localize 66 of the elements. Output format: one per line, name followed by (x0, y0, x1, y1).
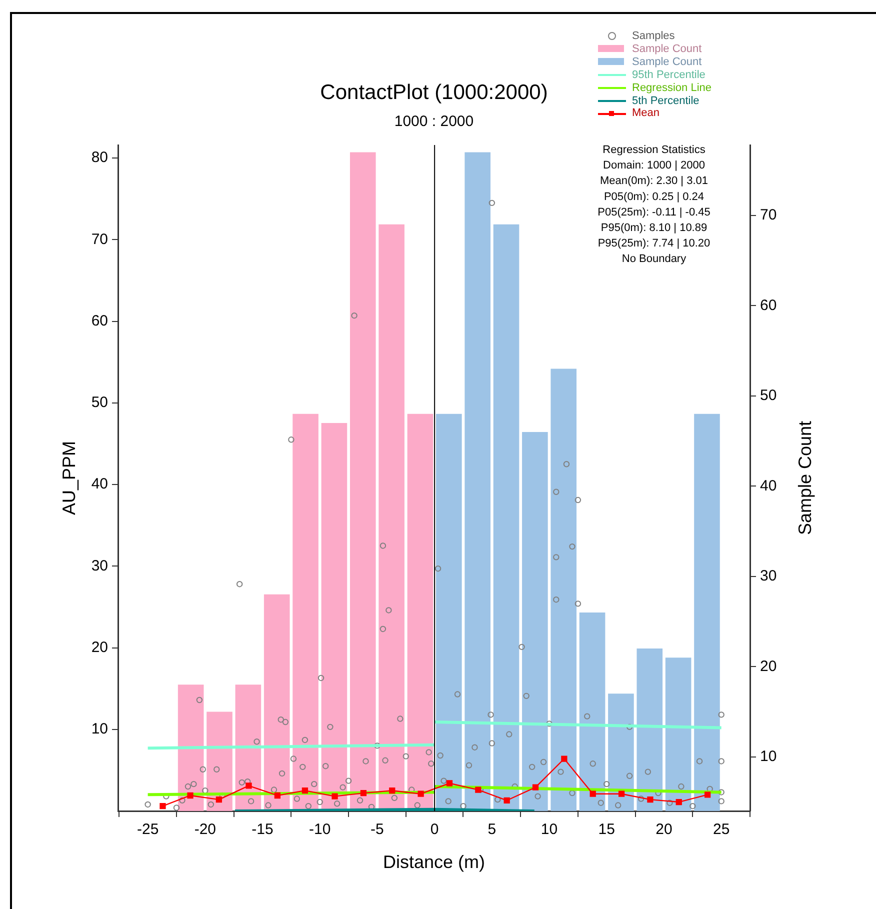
x-tick-label: -10 (309, 821, 331, 838)
point (475, 786, 482, 793)
y2-tick-label: 70 (760, 206, 777, 224)
point (360, 790, 367, 796)
point (590, 790, 596, 797)
x-tick-label: -25 (136, 821, 159, 838)
x-axis-title: Distance (m) (382, 852, 486, 872)
legend-label: Mean (632, 107, 660, 120)
annotation: Regression Statistics (602, 144, 706, 156)
annotation: Domain: 1000 | 2000 (603, 160, 705, 172)
legend-label: Samples (632, 30, 675, 43)
annotation: No Boundary (622, 253, 687, 266)
point (561, 756, 568, 762)
legend-label: Regression Line (632, 82, 712, 95)
point (389, 788, 396, 794)
x-tick-label: 20 (656, 821, 672, 838)
annotation: P95(0m): 8.10 | 10.89 (600, 222, 708, 234)
y2-tick-label: 60 (760, 296, 777, 314)
y2-axis-title: Sample Count (794, 420, 815, 536)
x-tick-label: 10 (540, 821, 558, 838)
x-tick-label: -5 (370, 821, 384, 838)
point (274, 792, 281, 799)
y-axis-title: AU_PPM (58, 440, 79, 516)
y-tick-label: 30 (91, 557, 108, 574)
y2-tick-label: 50 (760, 387, 777, 404)
y-tick-label: 80 (91, 149, 108, 166)
y2-tick-label: 30 (760, 568, 777, 585)
x-tick-label: 5 (488, 821, 496, 838)
x-tick-label: 25 (712, 821, 730, 838)
x-tick-label: -15 (252, 821, 274, 838)
point (446, 780, 453, 786)
y2-tick-label: 10 (760, 748, 777, 765)
x-tick-label: 0 (430, 821, 439, 838)
x-tick-label: -20 (194, 821, 216, 838)
point (160, 803, 166, 810)
point (246, 782, 252, 789)
x-tick-label: 15 (598, 821, 615, 838)
chart-title: ContactPlot (1000:2000) (320, 80, 548, 104)
legend-label: 5th Percentile (632, 94, 700, 108)
point (216, 796, 222, 803)
point (676, 798, 682, 806)
y2-tick-label: 20 (760, 658, 777, 675)
point (704, 792, 711, 798)
legend-label: Sample Count (632, 56, 702, 69)
point (302, 788, 308, 794)
point (647, 796, 654, 803)
y2-tick-label: 40 (760, 477, 777, 494)
point (504, 797, 510, 804)
y-tick-label: 10 (91, 720, 108, 738)
point (618, 790, 625, 797)
y-tick-label: 70 (91, 230, 108, 248)
annotation: P95(25m): 7.74 | 10.20 (598, 238, 710, 250)
legend-label: 95th Percentile (632, 68, 706, 82)
y-tick-label: 20 (91, 638, 108, 656)
annotation: P05(25m): -0.11 | -0.45 (598, 206, 710, 218)
y-tick-label: 50 (91, 394, 108, 412)
annotation: P05(0m): 0.25 | 0.24 (604, 190, 704, 203)
annotation: Mean(0m): 2.30 | 3.01 (600, 175, 708, 188)
y-tick-label: 40 (91, 476, 108, 493)
legend-label: Sample Count (632, 42, 702, 56)
point (418, 790, 424, 797)
point (332, 793, 338, 800)
point (532, 784, 539, 790)
chart-subtitle: 1000 : 2000 (394, 113, 474, 130)
point (187, 792, 194, 799)
y-tick-label: 60 (91, 312, 108, 330)
